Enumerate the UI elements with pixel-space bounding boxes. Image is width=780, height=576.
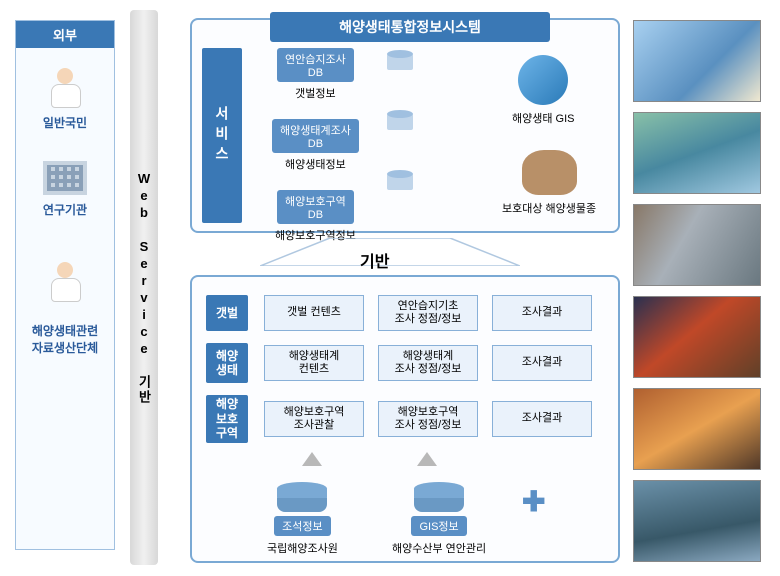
db-badge: 연안습지조사 DB (277, 48, 354, 82)
seal-icon (522, 150, 577, 195)
species-label: 보호대상 해양생물종 (502, 200, 596, 216)
cell: 연안습지기초 조사 정점/정보 (378, 295, 478, 331)
cell: 해양생태계 컨텐츠 (264, 345, 364, 381)
thumbnail (633, 112, 761, 194)
category-marine: 해양 생태 (206, 343, 248, 383)
source-disk-label: GIS정보 (411, 516, 466, 536)
disk-icon (387, 170, 413, 192)
cell: 해양생태계 조사 정점/정보 (378, 345, 478, 381)
external-title: 외부 (16, 21, 114, 48)
db-sublabel: 해양생태정보 (272, 156, 359, 172)
source-org-label: 해양수산부 연안관리 (392, 540, 486, 556)
foundation-panel: 갯벌 해양 생태 해양 보호 구역 갯벌 컨텐츠 연안습지기초 조사 정점/정보… (190, 275, 620, 563)
plus-icon: ✚ (522, 485, 545, 518)
db-row: 해양보호구역 DB 해양보호구역정보 (272, 190, 359, 243)
source-tide: 조석정보 국립해양조사원 (267, 482, 338, 540)
source-disk-label: 조석정보 (274, 516, 330, 536)
disk-icon (414, 482, 464, 504)
service-bar: 서비스 (202, 48, 242, 223)
db-row: 연안습지조사 DB 갯벌정보 (272, 48, 359, 101)
cell: 조사결과 (492, 401, 592, 437)
globe-icon (518, 55, 568, 105)
thumbnail (633, 296, 761, 378)
webservice-bar: Web Service 기반 (130, 10, 158, 565)
disk-icon (387, 50, 413, 72)
thumbnail (633, 204, 761, 286)
disk-icon (277, 482, 327, 504)
left-item-research: 연구기관 (16, 161, 114, 218)
service-label: 서비스 (212, 106, 232, 166)
db-badge: 해양생태계조사 DB (272, 119, 359, 153)
thumbnail (633, 20, 761, 102)
left-item-label: 연구기관 (16, 201, 114, 218)
db-group: 연안습지조사 DB 갯벌정보 해양생태계조사 DB 해양생태정보 해양보호구역 … (272, 48, 359, 261)
db-sublabel: 갯벌정보 (272, 85, 359, 101)
webservice-label: Web Service 기반 (135, 171, 154, 405)
source-org-label: 국립해양조사원 (267, 540, 338, 556)
db-badge: 해양보호구역 DB (277, 190, 354, 224)
foundation-label: 기반 (360, 248, 389, 272)
system-title: 해양생태통합정보시스템 (270, 12, 550, 42)
db-row: 해양생태계조사 DB 해양생태정보 (272, 119, 359, 172)
left-item-public: 일반국민 (16, 68, 114, 131)
thumbnail (633, 388, 761, 470)
person-icon (45, 68, 85, 108)
cell: 해양보호구역 조사관찰 (264, 401, 364, 437)
arrow-up-icon (302, 452, 322, 466)
gis-label: 해양생태 GIS (512, 110, 575, 126)
disk-icon (387, 110, 413, 132)
left-item-producers: 해양생태관련 자료생산단체 (16, 248, 114, 370)
person-icon (45, 262, 85, 302)
cell: 해양보호구역 조사 정점/정보 (378, 401, 478, 437)
category-protected: 해양 보호 구역 (206, 395, 248, 443)
species-block: 보호대상 해양생물종 (502, 150, 596, 216)
left-item-label: 일반국민 (16, 114, 114, 131)
cell: 조사결과 (492, 295, 592, 331)
cell: 갯벌 컨텐츠 (264, 295, 364, 331)
source-gis: GIS정보 해양수산부 연안관리 (392, 482, 486, 540)
building-icon (43, 161, 87, 195)
category-tidal: 갯벌 (206, 295, 248, 331)
system-panel: 서비스 연안습지조사 DB 갯벌정보 해양생태계조사 DB 해양생태정보 해양보… (190, 18, 620, 233)
gis-block: 해양생태 GIS (512, 55, 575, 126)
external-panel: 외부 일반국민 연구기관 해양생태관련 자료생산단체 (15, 20, 115, 550)
thumbnail (633, 480, 761, 562)
left-item-label: 해양생태관련 자료생산단체 (16, 322, 114, 356)
arrow-up-icon (417, 452, 437, 466)
cell: 조사결과 (492, 345, 592, 381)
connector-trapezoid (260, 238, 520, 266)
